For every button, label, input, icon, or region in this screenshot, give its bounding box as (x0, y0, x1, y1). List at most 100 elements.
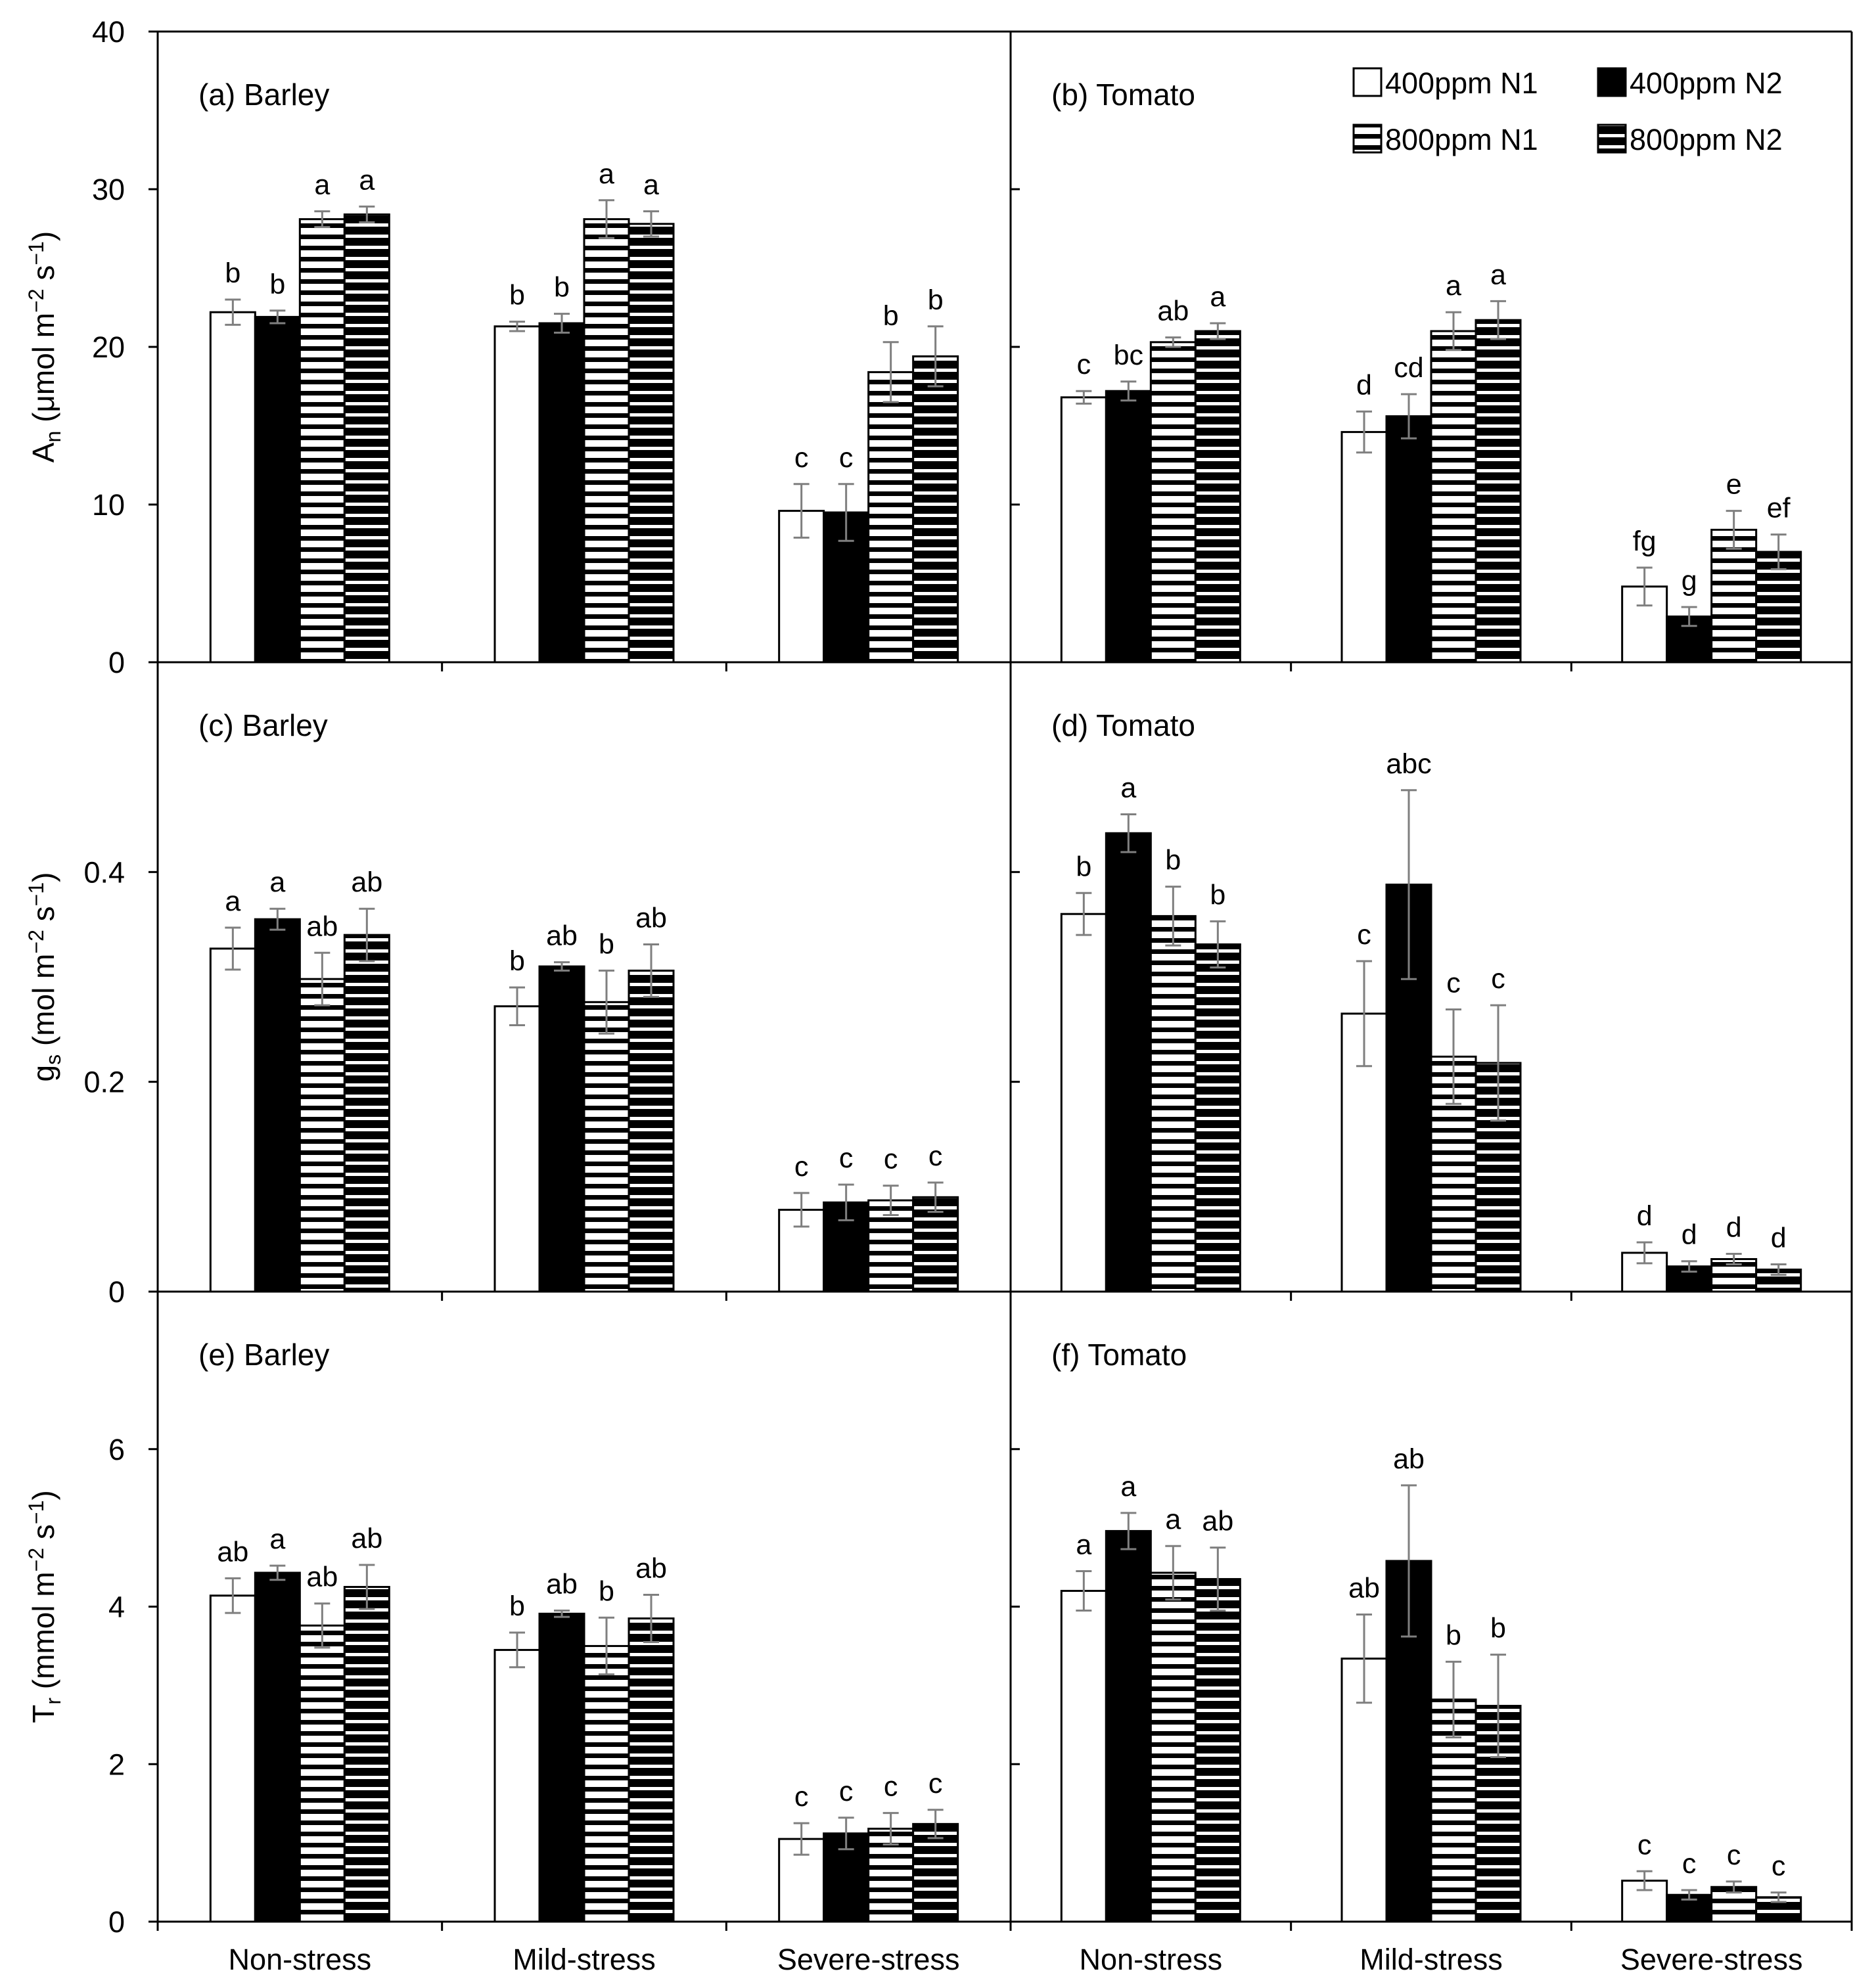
bar (628, 969, 675, 1293)
significance-letter: ab (351, 1523, 382, 1554)
bar (912, 1196, 959, 1293)
significance-letter: b (509, 945, 525, 977)
bar (1194, 1578, 1241, 1923)
y-axis-title-part: (mmol m (26, 1571, 60, 1698)
y-tick-label: 30 (92, 173, 125, 206)
y-axis-title-part: s (26, 1524, 60, 1548)
significance-letter: ef (1767, 493, 1791, 524)
significance-letter: a (599, 158, 614, 190)
bar (538, 965, 585, 1293)
significance-letter: ab (546, 1568, 578, 1600)
significance-letter: b (599, 1575, 614, 1607)
legend-swatch (1597, 124, 1627, 154)
significance-letter: ab (306, 1562, 338, 1593)
significance-letter: fg (1633, 526, 1657, 557)
bar (298, 218, 346, 664)
bar (254, 315, 301, 664)
significance-letter: a (225, 886, 240, 917)
significance-letter: a (269, 1524, 285, 1555)
y-tick-label: 10 (92, 488, 125, 522)
significance-letter: b (928, 284, 944, 316)
panel-title: (d) Tomato (1051, 708, 1195, 742)
y-tick-label: 6 (108, 1433, 125, 1466)
significance-letter: c (794, 442, 809, 474)
bar (1060, 1590, 1107, 1923)
y-tick-label: 0 (108, 1275, 125, 1309)
significance-letter: b (554, 272, 570, 304)
bar (1105, 1529, 1152, 1923)
y-axis-title-part: (μmol m (26, 313, 60, 431)
significance-letter: c (1357, 919, 1371, 951)
significance-letter: b (1490, 1613, 1506, 1644)
bar (209, 311, 256, 664)
bar (583, 1644, 630, 1923)
y-axis-title-part: T (26, 1705, 60, 1723)
significance-letter: a (1165, 1504, 1181, 1535)
significance-letter: d (1682, 1219, 1697, 1251)
y-tick-label: 40 (92, 15, 125, 49)
y-tick-label: 20 (92, 330, 125, 364)
significance-letter: a (359, 164, 375, 196)
y-axis-title-part: ) (26, 872, 60, 882)
y-axis-title-part: −2 (24, 288, 48, 312)
bar (538, 1612, 585, 1923)
bar (583, 218, 630, 664)
significance-letter: b (1446, 1619, 1461, 1651)
significance-letter: ab (635, 903, 667, 934)
significance-letter: a (1490, 259, 1506, 290)
significance-letter: c (1727, 1840, 1741, 1871)
y-axis-title: Tr (mmol m−2 s−1) (24, 1490, 65, 1723)
panel-title: (c) Barley (198, 708, 328, 742)
significance-letter: c (884, 1144, 898, 1175)
significance-letter: c (839, 1776, 854, 1807)
legend: 400ppm N1 400ppm N2 800ppm N1 800ppm N2 (1352, 66, 1783, 156)
significance-letter: b (1210, 879, 1225, 911)
y-axis-title: gs (mol m−2 s−1) (24, 872, 65, 1082)
bar (1105, 390, 1152, 664)
significance-letter: c (1682, 1848, 1697, 1880)
category-label: Mild-stress (1360, 1943, 1503, 1976)
legend-swatch (1352, 124, 1383, 154)
y-axis-title-part: −1 (24, 882, 48, 906)
significance-letter: ab (306, 911, 338, 942)
significance-letter: c (839, 442, 854, 474)
panel-title: (e) Barley (198, 1338, 329, 1372)
legend-swatch (1597, 67, 1627, 97)
bar (1149, 341, 1197, 664)
significance-letter: a (1076, 1529, 1091, 1561)
bar (1149, 915, 1197, 1293)
bar (867, 371, 915, 664)
significance-letter: ab (1202, 1506, 1233, 1537)
panel-title: (a) Barley (198, 78, 329, 112)
significance-letter: ab (1157, 296, 1189, 327)
significance-letter: a (1210, 281, 1225, 313)
bar (343, 934, 390, 1293)
bar (1430, 330, 1477, 664)
y-axis-title-part: s (41, 1054, 65, 1065)
legend-label: 400ppm N2 (1630, 66, 1783, 100)
significance-letter: b (269, 269, 285, 300)
y-axis-row-2: 00.20.4gs (mol m−2 s−1) (24, 855, 125, 1309)
y-axis-title-part: −2 (24, 1548, 48, 1571)
category-label: Severe-stress (1620, 1943, 1803, 1976)
bar (254, 918, 301, 1293)
bar (493, 1005, 541, 1293)
significance-letter: a (1446, 270, 1461, 302)
y-tick-label: 0 (108, 646, 125, 679)
significance-letter: b (225, 258, 240, 289)
significance-letter: b (599, 928, 614, 960)
y-tick-label: 0.2 (83, 1066, 125, 1099)
bar (1194, 943, 1241, 1293)
y-axis-title-part: −1 (24, 241, 48, 265)
significance-letter: a (314, 169, 330, 201)
bar (1149, 1571, 1197, 1923)
bar (1060, 913, 1107, 1293)
significance-letter: d (1726, 1212, 1742, 1244)
y-axis-title-part: s (26, 265, 60, 289)
significance-letter: a (643, 169, 659, 201)
